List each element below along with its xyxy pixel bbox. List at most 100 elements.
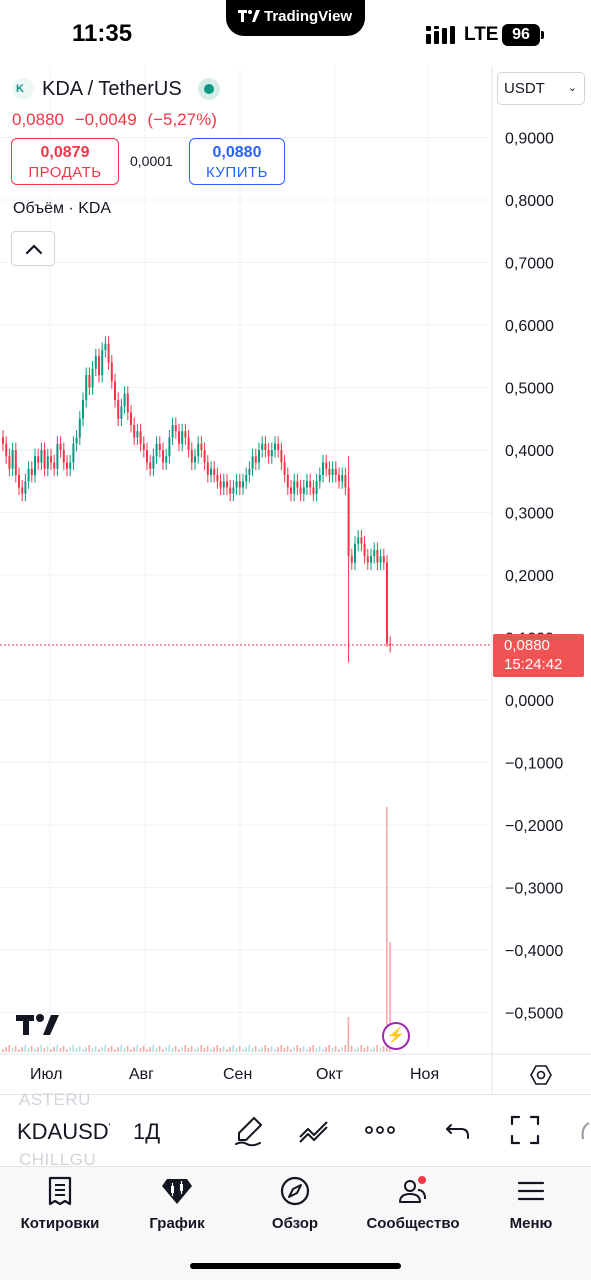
y-axis-tick: −0,5000	[505, 1006, 563, 1023]
volume-bar	[277, 1047, 279, 1052]
candle	[162, 450, 164, 463]
volume-bar	[78, 1046, 81, 1052]
more-icon[interactable]	[363, 1113, 397, 1147]
candle	[69, 462, 72, 469]
volume-indicator-label[interactable]: Объём · KDA	[13, 200, 112, 217]
candle	[110, 362, 113, 382]
volume-bar	[238, 1046, 241, 1052]
y-axis-tick: 0,4000	[505, 443, 554, 460]
candle	[142, 443, 145, 450]
volume-bar	[206, 1046, 209, 1052]
price-change-row: 0,0880 −0,0049 (−5,27%)	[12, 110, 223, 130]
price-chart[interactable]: 0,9000 0,8000 0,7000 0,6000 0,5000 0,4000 0,30…	[0, 66, 591, 1094]
bottom-navigation: Котировки График Обзор Сообщество	[0, 1166, 591, 1280]
symbol-title[interactable]: KDA / TetherUS	[42, 77, 182, 100]
candle	[181, 431, 184, 444]
nav-item-chart[interactable]: График	[117, 1175, 237, 1232]
nav-item-watchlist[interactable]: Котировки	[0, 1175, 120, 1232]
volume-bar	[254, 1046, 257, 1052]
volume-bar	[107, 1048, 110, 1052]
volume-bar	[219, 1048, 222, 1052]
candle	[14, 450, 17, 475]
scroll-hint-icon	[581, 1122, 590, 1140]
chart-settings-icon[interactable]	[530, 1064, 552, 1086]
buy-button[interactable]: 0,0880 КУПИТЬ	[189, 138, 285, 185]
candle	[130, 412, 132, 425]
volume-bar	[370, 1049, 372, 1052]
volume-bar	[283, 1048, 286, 1052]
candle	[114, 381, 116, 400]
nav-item-community[interactable]: Сообщество	[353, 1175, 473, 1232]
volume-bar	[98, 1049, 100, 1052]
fullscreen-icon[interactable]	[508, 1113, 542, 1147]
candle	[75, 437, 78, 444]
chart-area[interactable]: 0,9000 0,8000 0,7000 0,6000 0,5000 0,4000 0,30…	[0, 66, 591, 1094]
volume-bar	[200, 1045, 202, 1052]
price-change-percent: (−5,27%)	[147, 110, 217, 129]
candle	[8, 456, 11, 469]
flash-icon[interactable]: ⚡	[382, 1022, 410, 1050]
currency-select[interactable]: USDT ⌄	[497, 72, 585, 105]
volume-bar	[101, 1047, 103, 1052]
candle	[296, 481, 299, 488]
candle	[354, 543, 356, 563]
undo-icon[interactable]	[441, 1113, 475, 1147]
volume-bar	[146, 1049, 148, 1052]
volume-bar	[69, 1047, 71, 1052]
volume-bar	[59, 1048, 62, 1052]
volume-bar	[181, 1047, 183, 1052]
volume-bar	[350, 1046, 353, 1052]
nav-label: График	[149, 1215, 205, 1232]
battery-level: 96	[502, 24, 540, 46]
volume-bar	[152, 1045, 154, 1052]
volume-bar	[267, 1048, 270, 1052]
volume-bar	[318, 1046, 321, 1052]
candle	[24, 481, 27, 494]
volume-bar	[158, 1046, 161, 1052]
candle	[56, 443, 59, 469]
last-price: 0,0880	[12, 110, 64, 129]
volume-bar	[184, 1045, 186, 1052]
sell-button[interactable]: 0,0879 ПРОДАТЬ	[11, 138, 119, 185]
sell-price: 0,0879	[40, 144, 90, 161]
volume-bar	[322, 1049, 324, 1052]
candle	[347, 487, 350, 557]
volume-bar	[386, 807, 388, 1052]
chevron-up-icon	[25, 244, 43, 255]
spread-value: 0,0001	[130, 153, 173, 169]
community-icon	[399, 1176, 426, 1203]
candle	[232, 487, 235, 494]
candle	[360, 537, 363, 544]
candle	[309, 481, 312, 488]
candle	[366, 556, 369, 563]
candle	[210, 468, 212, 475]
volume-bar	[21, 1047, 23, 1052]
next-symbol-hint[interactable]: CHILLGU	[19, 1150, 97, 1169]
candle	[107, 343, 110, 363]
trend-line-icon[interactable]	[297, 1113, 331, 1147]
brush-icon[interactable]	[232, 1113, 266, 1147]
collapse-indicators-button[interactable]	[11, 231, 55, 266]
prev-symbol-hint[interactable]: ASTERU	[19, 1090, 91, 1109]
x-axis-tick: Июл	[30, 1066, 63, 1083]
symbol-header[interactable]: K KDA / TetherUS	[12, 76, 220, 102]
nav-item-menu[interactable]: Меню	[471, 1175, 591, 1232]
volume-bar	[142, 1046, 145, 1052]
volume-bar	[248, 1045, 250, 1052]
interval-button[interactable]: 1Д	[133, 1119, 161, 1144]
candle	[194, 456, 196, 463]
volume-bar	[91, 1048, 94, 1052]
candle	[46, 456, 49, 469]
volume-bar	[197, 1047, 199, 1052]
nav-item-explore[interactable]: Обзор	[235, 1175, 355, 1232]
candle	[322, 462, 324, 475]
price-change: −0,0049	[74, 110, 137, 129]
x-axis-tick: Сен	[223, 1066, 253, 1083]
volume-bar	[344, 1045, 346, 1052]
volume-bar	[2, 1049, 4, 1052]
candle	[184, 431, 187, 438]
candle	[21, 487, 24, 494]
nav-label: Обзор	[271, 1215, 319, 1232]
